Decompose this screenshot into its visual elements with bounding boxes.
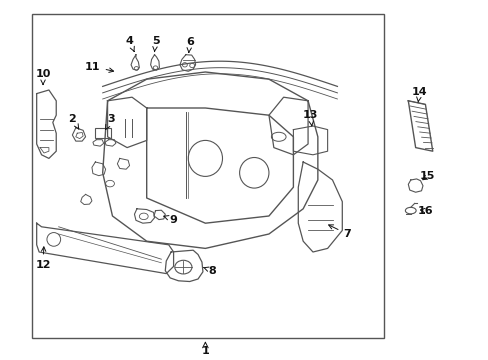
Bar — [95, 128, 111, 138]
Text: 3: 3 — [105, 114, 115, 130]
Text: 6: 6 — [185, 37, 193, 53]
Text: 13: 13 — [302, 110, 318, 126]
Text: 4: 4 — [125, 36, 134, 51]
Text: 15: 15 — [419, 171, 435, 181]
Text: 2: 2 — [68, 114, 79, 129]
Text: 5: 5 — [151, 36, 159, 52]
Text: 14: 14 — [411, 87, 427, 102]
Text: 11: 11 — [85, 62, 113, 72]
Text: 7: 7 — [328, 225, 350, 239]
Text: 8: 8 — [203, 266, 216, 276]
Text: 10: 10 — [35, 69, 51, 85]
Text: 12: 12 — [35, 247, 51, 270]
Text: 1: 1 — [201, 346, 209, 356]
Bar — [32, 14, 383, 338]
Text: 9: 9 — [163, 215, 177, 225]
Text: 16: 16 — [417, 206, 432, 216]
